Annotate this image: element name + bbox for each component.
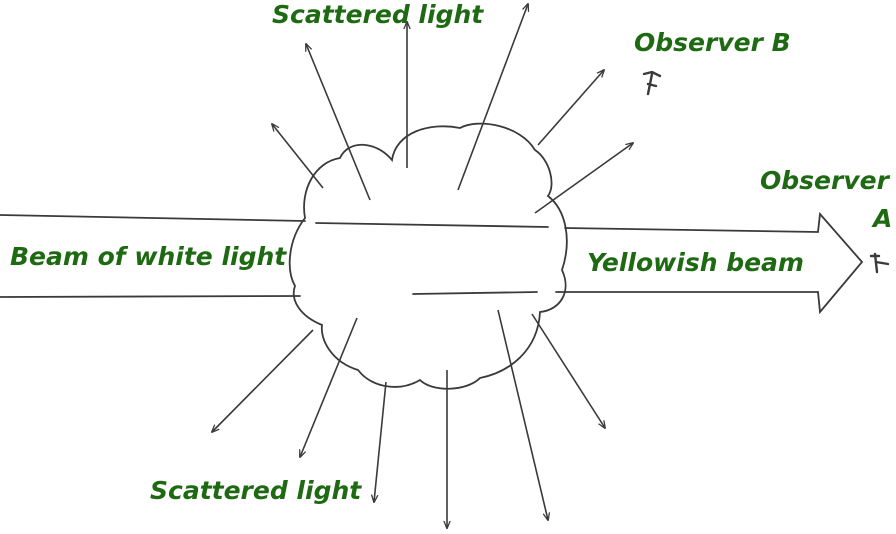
scatter-ray-down-left bbox=[300, 317, 358, 457]
observer-b-label: Observer B bbox=[634, 28, 791, 57]
outgoing-beam-arrow bbox=[555, 211, 864, 315]
yellowish-beam-label: Yellowish beam bbox=[587, 248, 804, 277]
inner-beam-line-lower bbox=[412, 291, 538, 295]
eye-icon-observer-b bbox=[642, 70, 662, 96]
scatter-ray-down-left-steep bbox=[374, 381, 387, 502]
incoming-beam-bottom-edge bbox=[0, 295, 301, 298]
scatter-ray-up-left bbox=[306, 44, 371, 201]
scatter-ray-down-right-far bbox=[531, 313, 605, 428]
scatter-ray-up-right bbox=[457, 4, 528, 191]
scattered-light-label-bottom: Scattered light bbox=[150, 476, 362, 505]
observer-a-label-line2: A bbox=[873, 204, 893, 233]
scattered-light-label-top: Scattered light bbox=[272, 0, 484, 29]
scatter-ray-down-right bbox=[497, 309, 548, 520]
scatter-ray-down-left-far bbox=[212, 329, 314, 432]
scatter-ray-right-upper bbox=[537, 70, 604, 146]
scatter-ray-up-left-far bbox=[272, 124, 324, 189]
inner-beam-line-upper bbox=[315, 222, 549, 228]
observer-a-label-line1: Observer bbox=[760, 166, 889, 195]
particle-cloud bbox=[288, 122, 568, 390]
eye-icon-observer-a bbox=[869, 252, 890, 274]
white-light-beam-label: Beam of white light bbox=[10, 242, 287, 271]
incoming-beam-top-edge bbox=[0, 214, 306, 222]
scatter-ray-right-toward-observer-b bbox=[534, 143, 633, 214]
